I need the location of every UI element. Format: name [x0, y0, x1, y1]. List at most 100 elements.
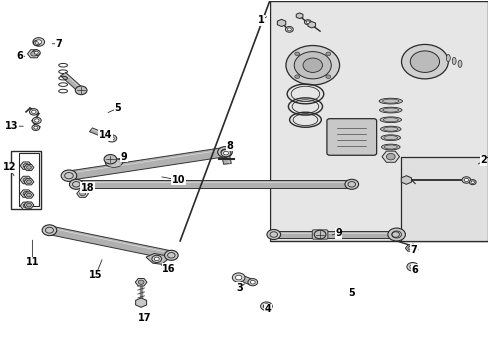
Text: 12: 12	[3, 162, 16, 172]
Ellipse shape	[451, 57, 455, 64]
Text: 9: 9	[121, 152, 127, 162]
Ellipse shape	[379, 117, 401, 123]
Polygon shape	[61, 73, 83, 92]
Circle shape	[232, 273, 244, 282]
Text: 10: 10	[172, 175, 185, 185]
Polygon shape	[273, 230, 395, 238]
Circle shape	[217, 147, 232, 157]
Circle shape	[263, 304, 269, 309]
Circle shape	[164, 250, 178, 260]
Text: 6: 6	[17, 51, 23, 61]
Ellipse shape	[381, 144, 399, 150]
Circle shape	[305, 21, 309, 23]
Circle shape	[35, 42, 39, 44]
Circle shape	[34, 51, 38, 54]
Text: 5: 5	[114, 103, 121, 113]
Text: 4: 4	[264, 304, 271, 314]
Text: 2: 2	[479, 155, 486, 165]
Ellipse shape	[379, 107, 401, 113]
Text: 7: 7	[410, 245, 417, 255]
Bar	[11, 151, 41, 209]
Circle shape	[294, 75, 299, 78]
Text: 8: 8	[226, 141, 233, 151]
Circle shape	[42, 225, 57, 235]
Circle shape	[104, 154, 117, 164]
Text: 14: 14	[99, 130, 112, 140]
Circle shape	[413, 266, 416, 269]
Circle shape	[61, 170, 77, 181]
Circle shape	[303, 58, 322, 72]
Bar	[400, 157, 488, 241]
Circle shape	[36, 40, 41, 44]
Text: 13: 13	[5, 121, 18, 131]
Polygon shape	[76, 180, 351, 188]
Circle shape	[463, 179, 468, 181]
Text: 11: 11	[25, 257, 39, 267]
Polygon shape	[221, 152, 231, 164]
Text: 16: 16	[162, 264, 175, 274]
Circle shape	[325, 75, 330, 78]
Polygon shape	[67, 148, 226, 180]
Circle shape	[26, 203, 31, 207]
Polygon shape	[180, 1, 269, 241]
Circle shape	[344, 179, 358, 189]
Ellipse shape	[105, 158, 122, 167]
Circle shape	[468, 180, 475, 185]
Text: 5: 5	[347, 288, 354, 298]
Ellipse shape	[457, 60, 461, 67]
Circle shape	[250, 280, 255, 284]
Ellipse shape	[380, 126, 400, 132]
Circle shape	[31, 51, 37, 56]
Polygon shape	[89, 128, 112, 140]
Circle shape	[23, 192, 29, 196]
Circle shape	[386, 153, 394, 160]
Circle shape	[32, 50, 40, 55]
Text: 9: 9	[335, 228, 341, 238]
Circle shape	[266, 229, 280, 239]
Bar	[269, 1, 488, 241]
Text: 7: 7	[56, 39, 62, 49]
Circle shape	[221, 149, 230, 157]
Circle shape	[285, 27, 293, 32]
Circle shape	[304, 20, 311, 25]
Circle shape	[470, 181, 473, 183]
Circle shape	[80, 192, 85, 196]
Circle shape	[34, 126, 38, 129]
Circle shape	[26, 193, 31, 197]
Circle shape	[107, 135, 117, 142]
Circle shape	[26, 180, 31, 184]
Text: 18: 18	[81, 183, 94, 193]
Circle shape	[263, 304, 269, 309]
Circle shape	[247, 279, 257, 286]
Polygon shape	[108, 158, 120, 166]
Circle shape	[409, 265, 415, 269]
Circle shape	[23, 178, 29, 182]
Circle shape	[109, 136, 114, 140]
Circle shape	[287, 28, 291, 31]
Circle shape	[260, 302, 272, 311]
Circle shape	[33, 38, 44, 46]
Circle shape	[314, 230, 325, 239]
FancyBboxPatch shape	[326, 119, 376, 155]
FancyBboxPatch shape	[312, 230, 327, 239]
Circle shape	[23, 204, 29, 208]
Polygon shape	[48, 226, 173, 260]
Circle shape	[69, 179, 83, 189]
Circle shape	[406, 262, 418, 271]
Circle shape	[294, 51, 330, 79]
Polygon shape	[407, 244, 417, 252]
Circle shape	[33, 41, 40, 45]
Text: 1: 1	[258, 15, 264, 26]
Circle shape	[75, 86, 87, 95]
Circle shape	[32, 125, 40, 131]
Circle shape	[407, 246, 412, 250]
Circle shape	[32, 117, 41, 124]
Circle shape	[35, 119, 39, 122]
Text: 15: 15	[89, 270, 102, 280]
Circle shape	[325, 52, 330, 56]
Circle shape	[32, 110, 36, 113]
Circle shape	[152, 255, 161, 262]
Circle shape	[138, 280, 144, 284]
Circle shape	[29, 109, 38, 115]
Circle shape	[264, 305, 267, 307]
